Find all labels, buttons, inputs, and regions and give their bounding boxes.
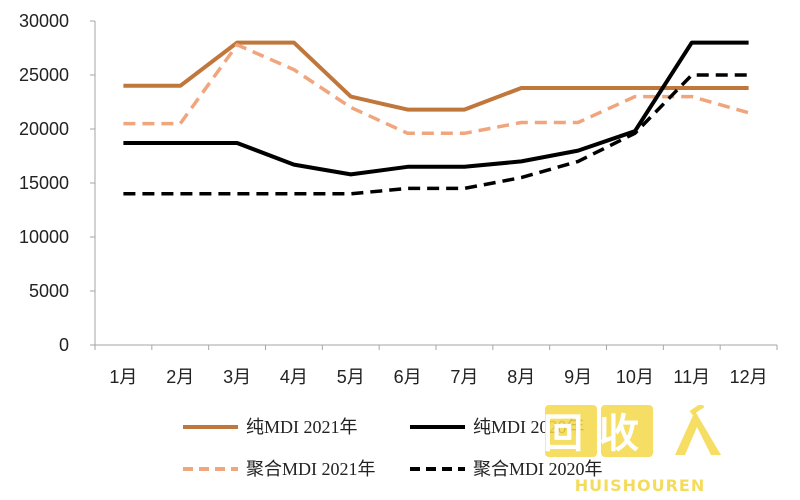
y-tick-label: 30000 bbox=[19, 11, 69, 31]
series-line-3 bbox=[123, 43, 750, 136]
legend-label-1: 纯MDI 2021年 bbox=[246, 417, 358, 437]
x-tick-label: 11月 bbox=[673, 367, 710, 387]
watermark-logo: 回收 HUISHOUREN bbox=[545, 405, 721, 495]
x-axis-ticks: 1月 2月 3月 4月 5月 6月 7月 8月 9月 10月 11月 12月 bbox=[94, 345, 778, 387]
x-tick-label: 5月 bbox=[337, 367, 365, 387]
watermark-brand: HUISHOUREN bbox=[575, 476, 705, 495]
series-line-4 bbox=[123, 73, 749, 196]
series-lines bbox=[123, 40, 750, 196]
y-tick-label: 0 bbox=[59, 335, 69, 355]
y-tick-label: 25000 bbox=[19, 65, 69, 85]
x-tick-label: 4月 bbox=[280, 367, 308, 387]
y-tick-label: 5000 bbox=[29, 281, 69, 301]
series-line-2 bbox=[123, 40, 749, 177]
x-tick-label: 2月 bbox=[166, 367, 194, 387]
x-tick-label: 6月 bbox=[394, 367, 422, 387]
watermark-glyph-box-1 bbox=[545, 405, 597, 457]
x-tick-label: 3月 bbox=[223, 367, 251, 387]
watermark-glyph-box-2 bbox=[601, 405, 653, 457]
x-tick-label: 12月 bbox=[730, 367, 768, 387]
x-tick-label: 7月 bbox=[450, 367, 478, 387]
series-line-1 bbox=[123, 40, 749, 112]
x-tick-label: 10月 bbox=[616, 367, 654, 387]
recycle-logo-icon bbox=[675, 405, 721, 455]
legend-label-3: 聚合MDI 2021年 bbox=[246, 459, 376, 479]
y-tick-label: 15000 bbox=[19, 173, 69, 193]
y-axis-ticks: 0 5000 10000 15000 20000 25000 30000 bbox=[19, 11, 95, 355]
x-tick-label: 8月 bbox=[507, 367, 535, 387]
y-tick-label: 10000 bbox=[19, 227, 69, 247]
watermark-glyphs: 回收 bbox=[545, 411, 655, 457]
x-tick-label: 9月 bbox=[564, 367, 592, 387]
x-tick-label: 1月 bbox=[109, 367, 137, 387]
legend-label-4: 聚合MDI 2020年 bbox=[473, 459, 603, 479]
y-tick-label: 20000 bbox=[19, 119, 69, 139]
